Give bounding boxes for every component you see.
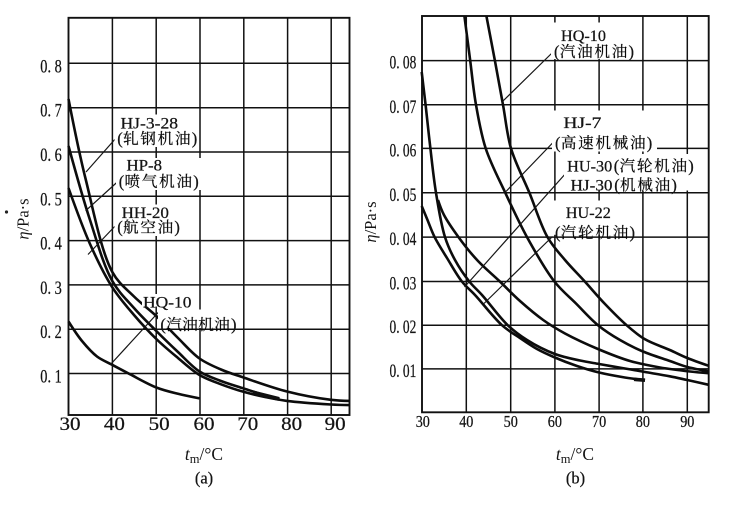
- svg-text:40: 40: [104, 414, 125, 435]
- svg-text:HU-22: HU-22: [566, 205, 611, 222]
- svg-text:90: 90: [325, 414, 346, 435]
- svg-text:(: (: [614, 156, 620, 175]
- svg-text:0. 6: 0. 6: [40, 146, 62, 166]
- svg-text:30: 30: [416, 412, 430, 431]
- svg-text:60: 60: [194, 414, 215, 435]
- svg-text:): ): [192, 129, 198, 148]
- svg-text:HJ-30: HJ-30: [571, 177, 613, 194]
- svg-text:70: 70: [592, 412, 606, 431]
- svg-text:0. 4: 0. 4: [40, 235, 62, 255]
- svg-text:HJ-3-28: HJ-3-28: [121, 115, 179, 132]
- svg-text:(: (: [117, 129, 123, 148]
- svg-text:60: 60: [548, 412, 562, 431]
- svg-text:(: (: [119, 172, 125, 191]
- svg-text:(: (: [614, 175, 620, 194]
- svg-text:0. 1: 0. 1: [40, 368, 62, 388]
- svg-text:0. 07: 0. 07: [390, 98, 417, 118]
- svg-text:0. 05: 0. 05: [390, 186, 417, 206]
- svg-text:(: (: [160, 315, 166, 334]
- svg-text:): ): [629, 42, 635, 61]
- svg-text:HU-30: HU-30: [567, 158, 612, 175]
- svg-text:(b): (b): [566, 469, 585, 488]
- svg-text:0. 2: 0. 2: [40, 323, 62, 343]
- svg-text:50: 50: [149, 414, 170, 435]
- svg-text:0. 7: 0. 7: [40, 102, 62, 122]
- svg-text:80: 80: [636, 412, 650, 431]
- svg-text:0. 8: 0. 8: [40, 57, 62, 77]
- svg-text:): ): [688, 156, 694, 175]
- svg-text:HP-8: HP-8: [127, 158, 163, 175]
- svg-text:η/Pa·s: η/Pa·s: [14, 198, 33, 239]
- svg-text:80: 80: [281, 414, 302, 435]
- svg-text:HJ-7: HJ-7: [563, 115, 601, 132]
- svg-text:0. 08: 0. 08: [390, 54, 417, 74]
- svg-text:HQ-10: HQ-10: [143, 295, 192, 312]
- svg-text:0. 03: 0. 03: [390, 275, 417, 295]
- svg-text:0. 3: 0. 3: [40, 279, 62, 299]
- svg-text:): ): [193, 172, 199, 191]
- svg-text:tm/°C: tm/°C: [185, 444, 223, 466]
- svg-text:90: 90: [680, 412, 694, 431]
- svg-text:): ): [671, 175, 677, 194]
- svg-text:(a): (a): [195, 469, 213, 488]
- svg-text:40: 40: [459, 412, 473, 431]
- svg-text:70: 70: [237, 414, 258, 435]
- svg-text:50: 50: [504, 412, 518, 431]
- svg-text:0. 5: 0. 5: [40, 190, 62, 210]
- svg-text:(: (: [555, 223, 561, 242]
- svg-text:0. 06: 0. 06: [390, 141, 417, 161]
- svg-text:HH-20: HH-20: [122, 205, 169, 222]
- svg-text:η/Pa·s: η/Pa·s: [361, 201, 380, 242]
- svg-text:0. 04: 0. 04: [390, 230, 417, 250]
- svg-text:): ): [647, 133, 653, 152]
- svg-text:): ): [174, 218, 180, 237]
- svg-text:(: (: [554, 42, 560, 61]
- svg-text:0. 02: 0. 02: [390, 318, 417, 338]
- svg-text:HQ-10: HQ-10: [561, 28, 606, 45]
- svg-text:tm/°C: tm/°C: [556, 444, 594, 466]
- svg-text:(: (: [555, 133, 561, 152]
- svg-text:(: (: [117, 218, 123, 237]
- svg-text:): ): [630, 223, 636, 242]
- svg-text:30: 30: [60, 414, 81, 435]
- svg-text:): ): [231, 315, 237, 334]
- svg-text:0. 01: 0. 01: [390, 362, 417, 382]
